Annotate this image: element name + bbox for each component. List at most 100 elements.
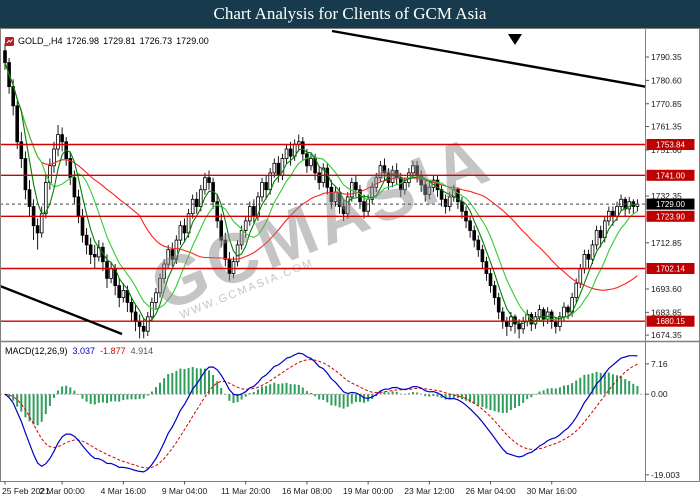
macd-histogram-bar: [310, 393, 312, 395]
candle: [594, 225, 599, 250]
macd-histogram-bar: [24, 394, 27, 418]
time-axis-label: 25 Feb 2021: [2, 486, 50, 496]
macd-histogram-bar: [530, 394, 533, 398]
ma-line-fast-green: [4, 62, 638, 325]
price-axis-label: 1693.60: [651, 284, 682, 294]
macd-histogram-bar: [387, 392, 390, 395]
candle: [345, 192, 350, 219]
candle-body: [578, 268, 583, 284]
price-axis-label: 1770.85: [651, 99, 682, 109]
candle-body: [198, 189, 203, 207]
time-axis[interactable]: [0, 482, 700, 500]
ohlc-low: 1726.73: [139, 36, 173, 46]
macd-axis-label: 0.00: [651, 389, 668, 399]
candle-body: [239, 230, 244, 246]
candle: [260, 177, 264, 202]
sr-price-tag: [646, 263, 695, 274]
candle-body: [235, 244, 240, 263]
candle-body: [80, 215, 85, 236]
candle-body: [117, 285, 122, 299]
macd-histogram-bar: [461, 394, 463, 400]
candle-body: [276, 162, 281, 176]
candle-body: [423, 184, 427, 195]
time-axis-label: 2 Mar 00:00: [39, 486, 85, 496]
down-arrow-marker[interactable]: [508, 34, 522, 45]
candle-body: [537, 309, 542, 318]
candle-body: [219, 220, 224, 241]
macd-histogram-bar: [269, 384, 272, 395]
candle: [288, 141, 293, 166]
candle: [423, 180, 427, 202]
macd-histogram-bar: [244, 394, 247, 397]
candle-body: [93, 253, 97, 258]
macd-histogram-bar: [607, 372, 610, 395]
candle: [178, 220, 183, 245]
macd-histogram-bar: [77, 394, 80, 395]
candle-body: [472, 230, 476, 241]
ohlc-close: 1729.00: [176, 36, 209, 46]
ma-line-mid-green: [4, 62, 638, 322]
macd-histogram-bar: [636, 386, 639, 395]
candle-body: [545, 311, 550, 320]
candle-body: [300, 141, 305, 155]
macd-histogram-bar: [326, 394, 329, 403]
sr-price-tag-label: 1741.00: [656, 171, 685, 180]
macd-histogram-bar: [232, 394, 235, 403]
macd-indicator-label: MACD(12,26,9) 3.037 -1.877 4.914: [5, 346, 153, 356]
candle: [598, 225, 603, 248]
macd-histogram-bar: [187, 368, 190, 395]
macd-histogram-bar: [489, 394, 492, 410]
candle-body: [456, 189, 460, 203]
candle-body: [162, 263, 166, 279]
macd-histogram-bar: [338, 394, 341, 408]
candle-body: [484, 261, 489, 275]
candle: [264, 175, 268, 200]
candle-body: [15, 105, 20, 143]
macd-histogram-bar: [628, 381, 631, 395]
candle-body: [129, 301, 134, 313]
trendline[interactable]: [331, 29, 699, 98]
candle-body: [309, 158, 313, 167]
candle-body: [443, 198, 448, 207]
macd-histogram-bar: [334, 394, 337, 406]
macd-histogram-bar: [195, 368, 198, 395]
macd-histogram-bar: [228, 394, 231, 401]
macd-histogram-bar: [469, 394, 472, 403]
macd-histogram-bar: [163, 378, 166, 395]
candle-body: [541, 309, 546, 320]
candle-body: [329, 186, 334, 203]
candle-body: [611, 210, 615, 217]
trendline[interactable]: [0, 284, 123, 336]
candle: [488, 268, 493, 293]
candle: [390, 165, 395, 188]
macd-histogram-bar: [579, 377, 582, 395]
candle: [219, 213, 224, 248]
candle-body: [150, 301, 154, 318]
macd-histogram-bar: [591, 373, 594, 395]
time-axis-label: 9 Mar 04:00: [162, 486, 208, 496]
candle: [15, 101, 20, 149]
candle: [72, 170, 77, 205]
macd-histogram-bar: [305, 391, 308, 395]
macd-histogram-bar: [575, 380, 578, 395]
macd-histogram-bar: [248, 393, 251, 395]
page-title: Chart Analysis for Clients of GCM Asia: [213, 4, 487, 23]
candle: [60, 127, 64, 152]
candle-body: [88, 244, 93, 255]
candle: [480, 244, 485, 269]
candle-body: [317, 172, 321, 183]
macd-histogram-bar: [203, 368, 206, 395]
candle: [305, 149, 309, 173]
macd-histogram-bar: [146, 394, 149, 396]
candle: [472, 225, 476, 248]
macd-histogram-bar: [257, 389, 259, 395]
price-axis[interactable]: [646, 29, 700, 481]
candle: [141, 319, 146, 339]
candle-body: [52, 148, 56, 167]
macd-main-line: [4, 352, 638, 473]
candle-body: [154, 292, 158, 303]
macd-histogram-bar: [44, 394, 47, 415]
candle-body: [247, 206, 252, 222]
macd-histogram-bar: [624, 379, 627, 395]
